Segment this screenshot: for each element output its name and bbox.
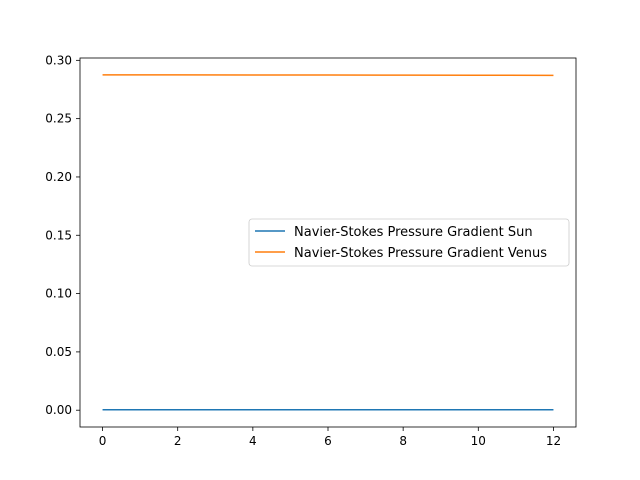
y-tick-label: 0.30 [45, 53, 72, 67]
x-tick-label: 6 [324, 434, 332, 448]
y-tick-label: 0.05 [45, 345, 72, 359]
x-tick-label: 2 [174, 434, 182, 448]
series-layer [102, 74, 554, 411]
x-tick-label: 4 [249, 434, 257, 448]
legend-box [248, 218, 570, 267]
y-tick-label: 0.25 [45, 112, 72, 126]
x-tick-label: 8 [399, 434, 407, 448]
y-tick-label: 0.00 [45, 403, 72, 417]
x-tick-label: 12 [546, 434, 561, 448]
legend-label-venus: Navier-Stokes Pressure Gradient Venus [294, 246, 547, 261]
y-tick-label: 0.15 [45, 228, 72, 242]
legend: Navier-Stokes Pressure Gradient Sun Navi… [248, 218, 570, 267]
y-axis: 0.00 0.05 0.10 0.15 0.20 0.25 0.30 [45, 53, 80, 417]
x-tick-label: 10 [471, 434, 486, 448]
x-axis: 0 2 4 6 8 10 12 [99, 427, 561, 448]
y-tick-label: 0.20 [45, 170, 72, 184]
y-tick-label: 0.10 [45, 287, 72, 301]
legend-label-sun: Navier-Stokes Pressure Gradient Sun [294, 225, 533, 240]
x-tick-label: 0 [99, 434, 107, 448]
